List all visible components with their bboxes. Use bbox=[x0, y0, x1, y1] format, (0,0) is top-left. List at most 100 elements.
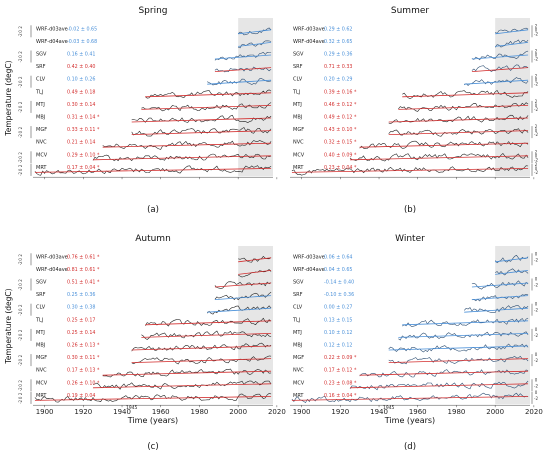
shaded-period bbox=[238, 246, 273, 405]
y-tick-label: 2 bbox=[18, 76, 23, 79]
y-tick-label: 2 bbox=[535, 162, 538, 167]
trend-line-mrt bbox=[34, 168, 272, 173]
station-label-mtj: MTJ bbox=[293, 330, 302, 336]
y-tick-label: -2 bbox=[18, 83, 23, 87]
series-line-mrt bbox=[291, 165, 529, 176]
x-tick-label: 2020 bbox=[525, 408, 543, 416]
y-tick-label: 0 bbox=[535, 390, 538, 395]
trend-line-srf bbox=[214, 67, 272, 72]
station-label-wrf-d03ave: WRF-d03ave bbox=[36, 26, 68, 32]
trend-value-mtj: 0.25 ± 0.14 bbox=[67, 330, 95, 336]
y-tick-label: -2 bbox=[18, 58, 23, 62]
station-label-wrf-d04ave: WRF-d04ave bbox=[293, 267, 325, 273]
station-label-wrf-d04ave: WRF-d04ave bbox=[293, 39, 325, 45]
y-tick-label: 0 bbox=[535, 377, 538, 382]
trend-value-mgf: 0.43 ± 0.10 * bbox=[324, 127, 357, 133]
y-tick-label: -2 bbox=[18, 159, 23, 163]
series-line-mcv bbox=[92, 380, 272, 390]
series-line-srf bbox=[471, 64, 529, 72]
station-label-mrt: MRT bbox=[293, 393, 304, 399]
trend-value-srf: 0.71 ± 0.33 bbox=[324, 64, 352, 70]
station-label-mcv: MCV bbox=[36, 380, 48, 386]
y-tick-label: 0 bbox=[18, 105, 23, 108]
trend-line-mbj bbox=[131, 345, 272, 351]
y-tick-label: 0 bbox=[535, 103, 538, 108]
station-label-srf: SRF bbox=[293, 292, 303, 298]
trend-line-srf bbox=[214, 295, 272, 300]
station-label-mrt: MRT bbox=[36, 393, 47, 399]
y-tick-label: -2 bbox=[18, 171, 23, 175]
trend-value-mtj: 0.46 ± 0.12 * bbox=[324, 102, 357, 108]
trend-value-srf: 0.42 ± 0.40 bbox=[67, 64, 95, 70]
trend-line-wrf-d04ave bbox=[495, 42, 529, 47]
y-tick-label: 2 bbox=[18, 26, 23, 29]
marker-label: 1945 bbox=[383, 405, 395, 411]
station-label-mcv: MCV bbox=[36, 152, 48, 158]
trend-line-tlj bbox=[402, 92, 529, 98]
trend-line-mgf bbox=[131, 130, 272, 135]
series-line-mbj bbox=[388, 343, 529, 353]
y-tick-label: 0 bbox=[18, 308, 23, 311]
station-label-clv: CLV bbox=[36, 77, 46, 83]
series-line-wrf-d04ave bbox=[238, 40, 272, 49]
y-tick-label: 0 bbox=[535, 27, 538, 32]
trend-line-srf bbox=[471, 67, 529, 72]
series-line-mgf bbox=[131, 127, 272, 137]
trend-value-tlj: 0.13 ± 0.15 bbox=[324, 317, 352, 323]
y-tick-label: 2 bbox=[18, 279, 23, 282]
y-tick-label: 0 bbox=[18, 333, 23, 336]
trend-value-wrf-d03ave: 0.06 ± 0.64 bbox=[324, 254, 352, 260]
y-tick-label: -2 bbox=[534, 157, 538, 162]
y-tick-label: 2 bbox=[18, 126, 23, 129]
trend-line-sgv bbox=[471, 54, 529, 60]
y-tick-label: 0 bbox=[535, 153, 538, 158]
station-label-mcv: MCV bbox=[293, 380, 305, 386]
series-line-mrt bbox=[34, 165, 272, 176]
x-tick-label: 1920 bbox=[74, 408, 92, 416]
panel-label: (c) bbox=[147, 442, 158, 452]
panel-label: (a) bbox=[147, 205, 159, 215]
trend-value-wrf-d04ave: -0.03 ± 0.68 bbox=[67, 39, 97, 45]
trend-value-sgv: 0.29 ± 0.36 bbox=[324, 52, 352, 58]
y-tick-label: -2 bbox=[18, 108, 23, 112]
y-tick-label: 2 bbox=[535, 124, 538, 129]
trend-line-mgf bbox=[388, 130, 529, 135]
series-line-mcv bbox=[349, 380, 529, 391]
station-label-nvc: NVC bbox=[293, 140, 304, 146]
trend-value-clv: 0.00 ± 0.27 bbox=[324, 305, 352, 311]
y-tick-label: 0 bbox=[18, 384, 23, 387]
trend-line-clv bbox=[464, 307, 529, 313]
series-line-nvc bbox=[102, 140, 272, 150]
trend-line-clv bbox=[464, 79, 529, 85]
y-tick-label: -2 bbox=[18, 362, 23, 366]
trend-line-mtj bbox=[141, 333, 272, 338]
y-tick-label: 2 bbox=[18, 254, 23, 257]
trend-line-clv bbox=[207, 79, 272, 85]
y-tick-label: -2 bbox=[18, 311, 23, 315]
series-line-sgv bbox=[471, 280, 529, 290]
series-line-wrf-d04ave bbox=[494, 39, 529, 48]
series-line-mbj bbox=[388, 114, 529, 125]
station-label-sgv: SGV bbox=[293, 52, 304, 58]
trend-value-nvc: 0.17 ± 0.13 * bbox=[67, 368, 100, 374]
y-tick-label: -2 bbox=[534, 57, 538, 62]
trend-line-mrt bbox=[291, 396, 529, 401]
y-axis-label-bottom: Temperature (degC) bbox=[4, 288, 13, 364]
y-tick-label: -2 bbox=[534, 383, 538, 388]
trend-line-wrf-d03ave bbox=[495, 29, 529, 35]
trend-value-nvc: 0.21 ± 0.14 bbox=[67, 140, 95, 146]
panel-title: Spring bbox=[138, 6, 167, 16]
station-label-mgf: MGF bbox=[36, 127, 47, 133]
station-label-srf: SRF bbox=[293, 64, 303, 70]
y-tick-label: 0 bbox=[535, 302, 538, 307]
trend-line-tlj bbox=[402, 320, 529, 326]
station-label-mgf: MGF bbox=[293, 127, 304, 133]
trend-line-mtj bbox=[141, 105, 272, 110]
station-label-nvc: NVC bbox=[293, 368, 304, 374]
trend-line-mtj bbox=[398, 105, 529, 110]
station-label-mcv: MCV bbox=[293, 152, 305, 158]
trend-line-mtj bbox=[398, 333, 529, 338]
y-tick-label: 2 bbox=[18, 354, 23, 357]
y-tick-label: -2 bbox=[534, 82, 538, 87]
